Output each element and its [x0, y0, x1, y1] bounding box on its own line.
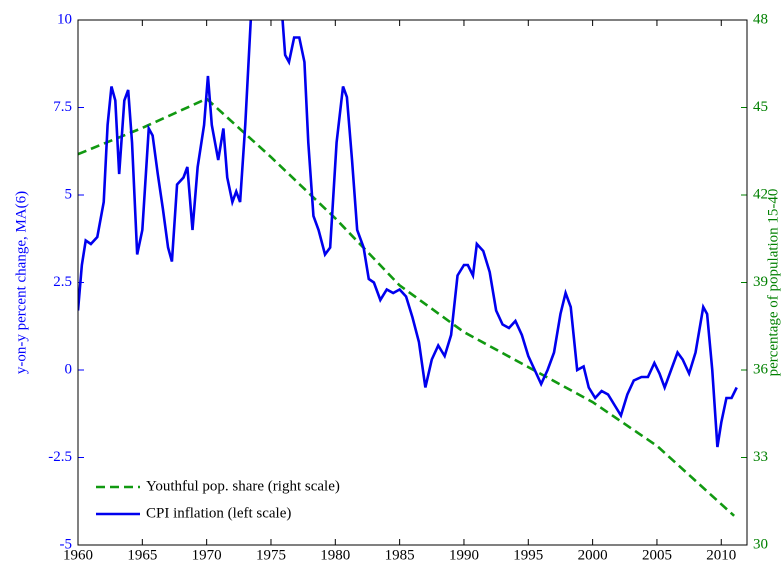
y2-tick-label: 36 [753, 361, 769, 377]
y2-tick-label: 42 [753, 186, 768, 202]
x-tick-label: 2005 [642, 547, 672, 563]
x-tick-label: 1965 [127, 547, 157, 563]
y2-tick-label: 33 [753, 449, 768, 465]
plot-frame [77, 19, 748, 546]
y-axis-label: y-on-y percent change, MA(6) [13, 191, 29, 374]
x-tick-label: 1985 [385, 547, 415, 563]
x-tick-label: 2010 [706, 547, 736, 563]
x-tick-label: 1960 [63, 547, 93, 563]
x-tick-label: 1990 [449, 547, 479, 563]
y2-tick-label: 30 [753, 536, 768, 552]
x-tick-label: 1975 [256, 547, 286, 563]
y2-tick-label: 48 [753, 11, 768, 27]
y-tick-label: 2.5 [53, 274, 72, 290]
x-tick-label: 1980 [320, 547, 350, 563]
y2-tick-label: 39 [753, 274, 768, 290]
x-tick-label: 1995 [513, 547, 543, 563]
y-tick-label: 7.5 [53, 99, 72, 115]
y-tick-label: 10 [57, 11, 72, 27]
y2-tick-label: 45 [753, 99, 768, 115]
y-tick-label: 5 [65, 186, 73, 202]
series-line [78, 20, 738, 448]
series-line [78, 97, 736, 517]
x-tick-label: 1970 [192, 547, 222, 563]
plot-area [78, 20, 738, 517]
y-tick-label: -2.5 [48, 449, 72, 465]
x-tick-label: 2000 [578, 547, 608, 563]
y2-axis-label: percentage of population 15-40 [765, 189, 781, 377]
y-tick-label: 0 [65, 361, 73, 377]
y-tick-label: -5 [60, 536, 73, 552]
legend-label: CPI inflation (left scale) [146, 505, 291, 521]
legend-label: Youthful pop. share (right scale) [146, 478, 340, 494]
